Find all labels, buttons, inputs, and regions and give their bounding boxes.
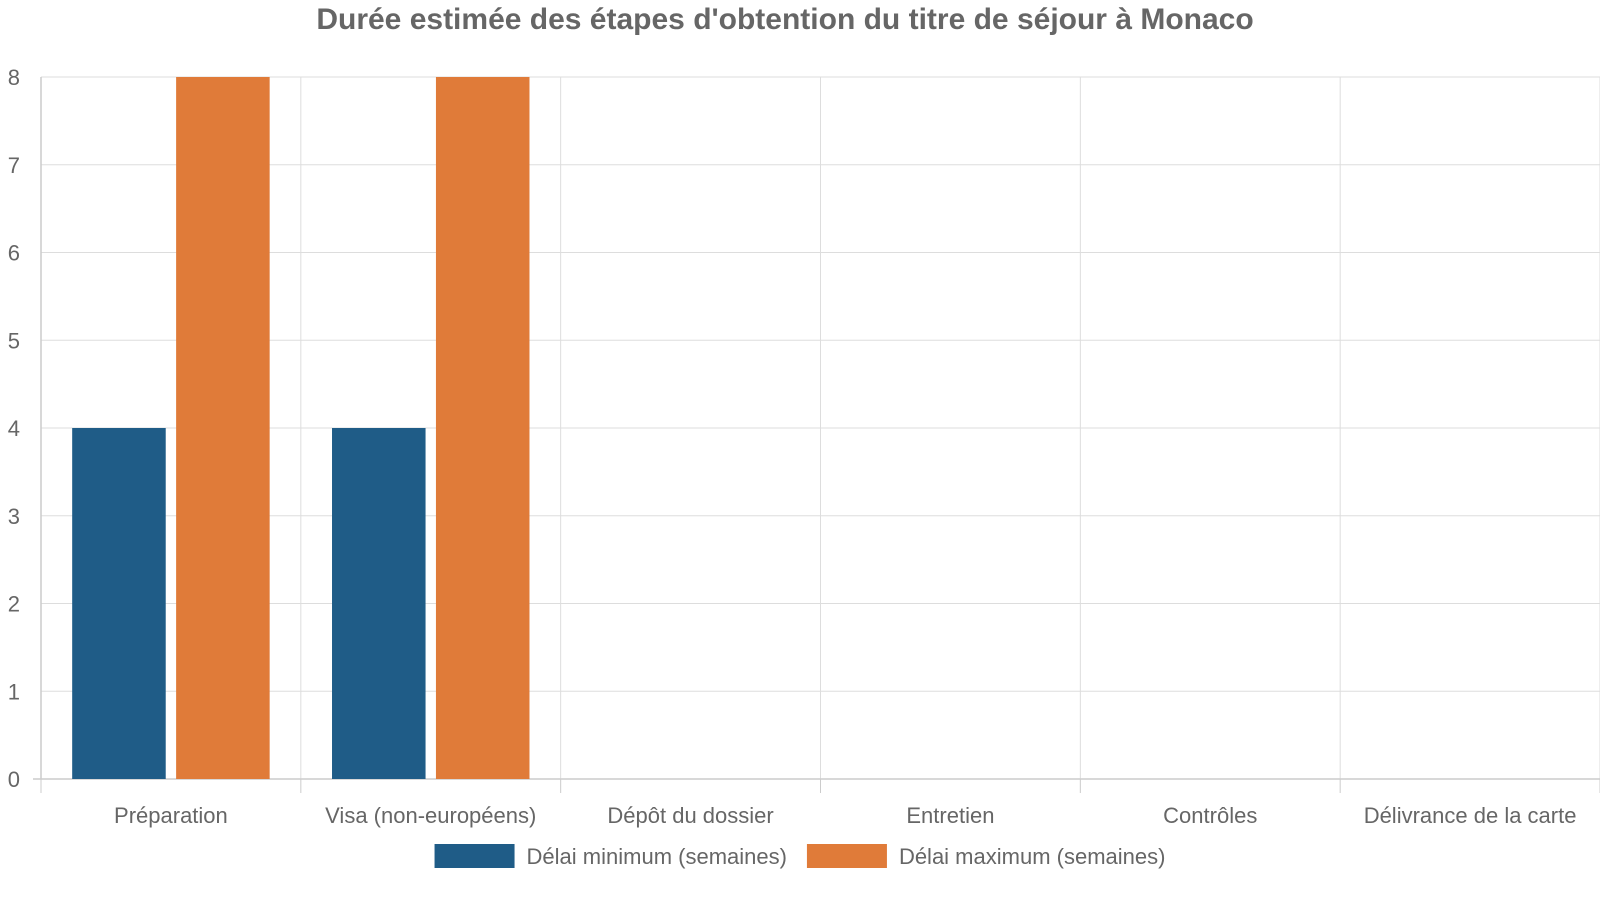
legend-swatch-maximum bbox=[806, 844, 887, 868]
axes bbox=[33, 77, 1600, 793]
y-tick-label: 7 bbox=[8, 153, 20, 178]
y-axis-tick-labels: 0 1 2 3 4 5 6 7 8 bbox=[8, 65, 20, 792]
bar-maximum-0 bbox=[176, 77, 270, 779]
bar-maximum-1 bbox=[435, 77, 530, 779]
bar-minimum-0 bbox=[72, 428, 166, 779]
grid-lines bbox=[40, 76, 1600, 779]
y-tick-label: 3 bbox=[8, 504, 20, 529]
bars bbox=[72, 77, 530, 779]
legend-swatch-minimum bbox=[434, 844, 515, 868]
y-tick-label: 1 bbox=[8, 679, 20, 704]
legend-label-minimum: Délai minimum (semaines) bbox=[527, 844, 787, 869]
y-tick-label: 8 bbox=[8, 65, 20, 90]
legend: Délai minimum (semaines) Délai maximum (s… bbox=[434, 844, 1166, 869]
x-tick-label: Visa (non-européens) bbox=[325, 803, 536, 828]
legend-label-maximum: Délai maximum (semaines) bbox=[899, 844, 1166, 869]
y-tick-label: 0 bbox=[8, 767, 20, 792]
x-tick-label: Délivrance de la carte bbox=[1364, 803, 1577, 828]
y-tick-label: 2 bbox=[8, 592, 20, 617]
y-tick-label: 5 bbox=[8, 328, 20, 353]
y-tick-label: 6 bbox=[8, 241, 20, 266]
x-tick-label: Entretien bbox=[906, 803, 994, 828]
x-axis-tick-labels: Préparation Visa (non-européens) Dépôt du … bbox=[114, 803, 1576, 828]
x-tick-label: Dépôt du dossier bbox=[607, 803, 773, 828]
chart-title: Durée estimée des étapes d'obtention du … bbox=[316, 3, 1253, 36]
x-tick-label: Contrôles bbox=[1163, 803, 1257, 828]
x-tick-label: Préparation bbox=[114, 803, 228, 828]
bar-minimum-1 bbox=[332, 428, 426, 779]
y-tick-label: 4 bbox=[8, 416, 20, 441]
